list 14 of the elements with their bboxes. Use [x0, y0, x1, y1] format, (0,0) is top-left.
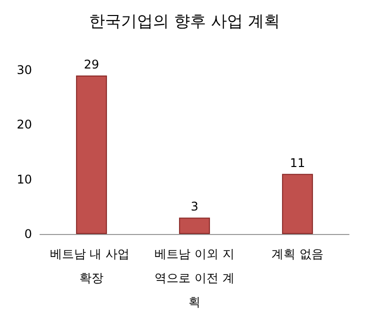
data-label: 11: [290, 156, 306, 170]
chart-title: 한국기업의 향후 사업 계획: [88, 12, 280, 30]
x-tick-label: 계획 없음: [272, 247, 324, 261]
y-tick-label: 30: [16, 63, 32, 77]
x-tick-label: 베트남 이외 지역으로 이전 계획: [154, 247, 234, 309]
x-tick-label: 베트남 내 사업 확장: [50, 247, 134, 285]
bar: [282, 174, 313, 234]
data-label: 3: [190, 200, 198, 214]
y-tick-label: 0: [24, 227, 32, 241]
y-tick-label: 20: [16, 118, 32, 132]
bar: [179, 218, 210, 234]
bar: [76, 75, 107, 234]
y-tick-label: 10: [16, 172, 32, 186]
data-label: 29: [84, 57, 100, 72]
